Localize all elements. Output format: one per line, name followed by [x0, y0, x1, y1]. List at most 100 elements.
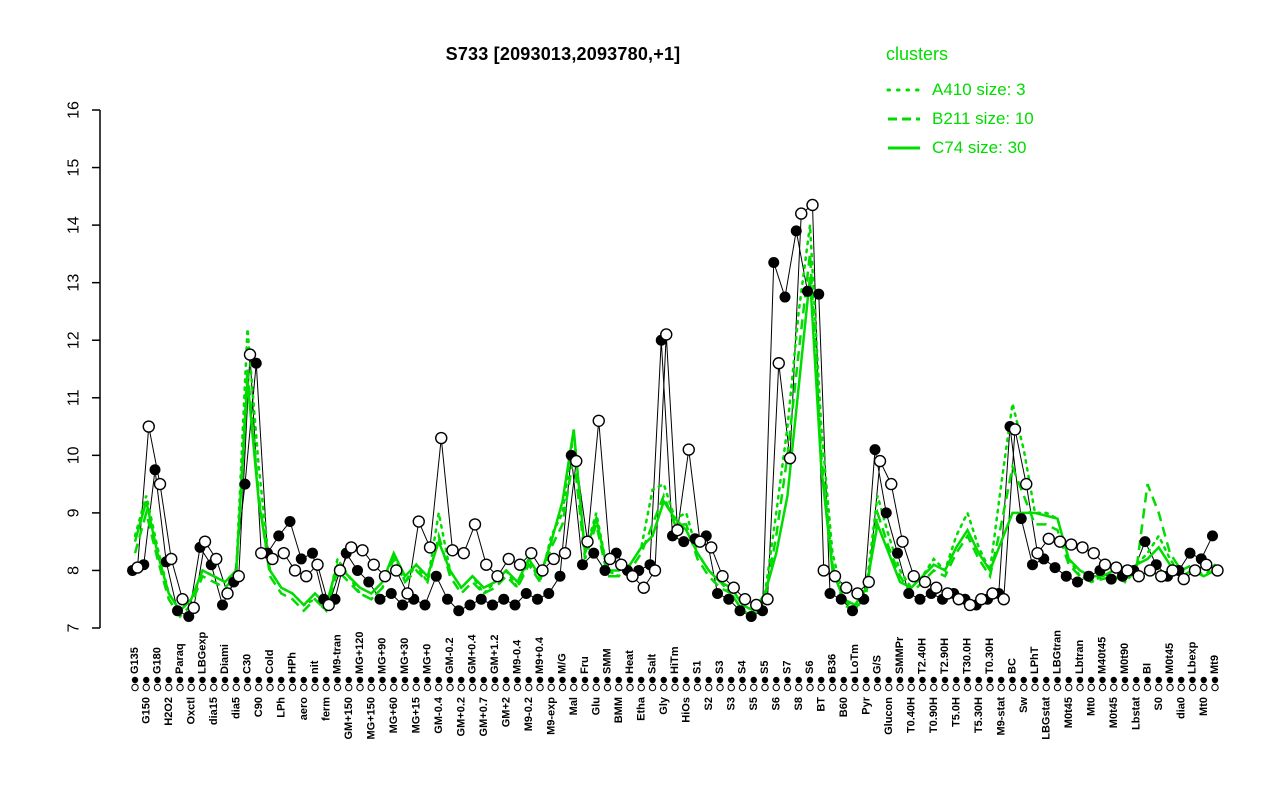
x-category-label: Lbexp [1187, 641, 1199, 674]
x-category-label: BMM [613, 697, 625, 723]
legend-line-dotted-icon [886, 88, 922, 91]
legend-line-solid-icon [888, 146, 920, 149]
x-category-label: M9-exp [545, 697, 557, 735]
x-category-label: T0.40H [905, 697, 917, 733]
x-category-label: Glucon [883, 697, 895, 735]
x-category-label: LPhT [1029, 646, 1041, 674]
x-category-label: S8 [793, 697, 805, 710]
x-category-label: C90 [253, 697, 265, 717]
y-tick-label: 11 [66, 389, 83, 406]
y-tick-label: 8 [66, 566, 83, 575]
x-category-label: M9-tran [332, 634, 344, 674]
x-category-label: Salt [647, 653, 659, 674]
legend-title: clusters [886, 44, 949, 64]
legend-entry-c74: C74 size: 30 [886, 133, 1216, 162]
x-category-label: BT [815, 697, 827, 712]
x-category-label: LBGstat [1040, 697, 1052, 740]
legend-entry-a410: A410 size: 3 [886, 75, 1216, 104]
x-category-label: S4 [737, 660, 749, 674]
x-category-label: MG+60 [388, 697, 400, 733]
x-category-label: T30.0H [962, 638, 974, 674]
x-category-label: HiOs [680, 697, 692, 723]
x-category-label: Diami [219, 644, 231, 674]
x-category-label: Gly [658, 696, 670, 715]
cluster-line-dashed [133, 253, 1216, 619]
x-category-label: S3 [725, 697, 737, 710]
markers-open-circle [131, 198, 1224, 615]
x-category-label: S1 [692, 661, 704, 674]
x-category-label: GM+2 [500, 697, 512, 727]
x-category-label: Mt0 [1198, 697, 1210, 716]
chart-title: S733 [2093013,2093780,+1] [445, 44, 681, 64]
x-category-label: M9+0.4 [534, 636, 546, 674]
x-category-label: S3 [714, 661, 726, 674]
x-category-label: Glu [590, 697, 602, 715]
x-category-label: Lbstat [1130, 697, 1142, 730]
x-category-label: T5.30H [973, 697, 985, 733]
legend-line-dashed-icon [888, 117, 920, 120]
y-tick-label: 16 [66, 101, 83, 119]
x-category-label: dia0 [1175, 697, 1187, 719]
x-category-label: LoTm [849, 644, 861, 674]
cluster-line-solid [133, 276, 1216, 613]
x-category-label: Paraq [174, 643, 186, 674]
x-category-label: HPh [287, 652, 299, 674]
x-category-label: GM+150 [343, 697, 355, 740]
x-category-label: S6 [804, 661, 816, 674]
x-category-label: MG+0 [422, 644, 434, 674]
x-category-label: Heat [624, 650, 636, 674]
y-tick-label: 7 [66, 623, 83, 632]
x-category-label: M9-stat [995, 697, 1007, 736]
x-category-label: MG+15 [410, 697, 422, 733]
x-category-label: S6 [770, 697, 782, 710]
x-category-label: GM+1.2 [489, 635, 501, 674]
x-category-label: Lbtran [1074, 640, 1086, 675]
x-category-label: G150 [140, 697, 152, 724]
x-category-label: GM-0.4 [433, 696, 445, 734]
x-category-label: S0 [1153, 697, 1165, 710]
x-category-label: MG+120 [354, 632, 366, 675]
y-tick-label: 15 [66, 159, 83, 177]
x-category-label: G135 [129, 647, 141, 674]
markers-filled-circle [127, 225, 1218, 622]
y-tick-label: 13 [66, 274, 83, 292]
x-category-label: LBGtran [1052, 630, 1064, 674]
x-category-label: Fru [579, 656, 591, 674]
x-category-label: MG+150 [365, 697, 377, 740]
x-category-label: Mt9 [1209, 655, 1221, 674]
x-category-label: T2.90H [939, 638, 951, 674]
x-category-label: M9-0.4 [512, 639, 524, 674]
y-tick-label: 14 [66, 216, 83, 234]
y-tick-label: 9 [66, 508, 83, 517]
x-category-label: LBGexp [197, 632, 209, 674]
x-category-label: M0t45 [1108, 697, 1120, 728]
x-category-label: C30 [242, 654, 254, 674]
x-category-label: Oxctl [185, 697, 197, 725]
x-category-label: Sw [1018, 697, 1030, 713]
x-category-label: MG+90 [377, 638, 389, 674]
x-category-label: LPh [275, 697, 287, 718]
x-category-label: HiTm [669, 646, 681, 674]
x-category-label: T0.30H [984, 638, 996, 674]
x-category-label: M0t45 [1164, 643, 1176, 674]
x-category-label: aero [298, 697, 310, 721]
x-category-label: M9-0.2 [523, 697, 535, 731]
x-category-label: Pyr [860, 696, 872, 714]
legend-label: C74 size: 30 [932, 137, 1027, 157]
point-series-connector [132, 230, 1213, 618]
x-category-label: ferm [320, 697, 332, 721]
x-category-label: GM+0.7 [478, 697, 490, 736]
x-category-label: M40t45 [1097, 637, 1109, 674]
x-category-label: S7 [782, 661, 794, 674]
x-category-label: G/S [872, 655, 884, 674]
y-axis: 7 8 9 10 11 12 13 14 15 16 [66, 101, 101, 632]
x-axis-labels: G135 G150 G180 H2O2 Paraq Oxctl LBGexp dia15 Dia… [129, 630, 1221, 740]
x-category-label: Etha [635, 696, 647, 721]
x-category-label: B60 [838, 697, 850, 717]
x-category-label: BI [1142, 663, 1154, 674]
x-category-label: nit [309, 660, 321, 674]
x-category-label: dia15 [208, 697, 220, 725]
x-category-label: Cold [264, 650, 276, 674]
